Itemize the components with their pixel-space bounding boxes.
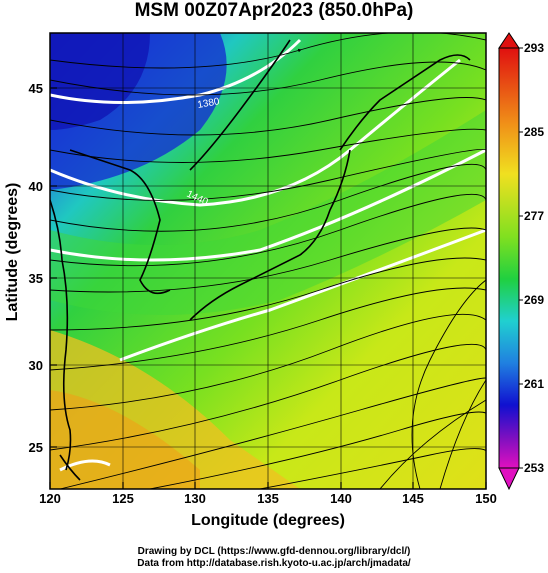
colorbar-label: 285 — [524, 125, 544, 139]
y-axis-label: Latitude (degrees) — [4, 182, 21, 322]
contour-label: 1380 — [197, 96, 221, 111]
colorbar-label: 293 — [524, 41, 544, 55]
y-tick-label: 30 — [29, 358, 43, 373]
x-tick-label: 145 — [402, 491, 424, 506]
x-axis-label: Longitude (degrees) — [191, 512, 345, 529]
x-tick-label: 150 — [475, 491, 497, 506]
colorbar-label: 261 — [524, 377, 544, 391]
x-tick-labels: 120 125 130 135 140 145 150 — [39, 491, 497, 506]
y-tick-label: 35 — [29, 271, 43, 286]
credit-drawing: Drawing by DCL (https://www.gfd-dennou.o… — [137, 546, 411, 557]
colorbar-label: 253 — [524, 461, 544, 475]
colorbar-label: 277 — [524, 209, 544, 223]
x-tick-label: 140 — [330, 491, 352, 506]
temperature-field — [50, 33, 486, 489]
grid-lines — [50, 33, 486, 489]
x-tick-label: 125 — [112, 491, 134, 506]
colorbar: 293 285 277 269 261 253 — [498, 32, 544, 491]
coastlines — [50, 39, 471, 481]
colorbar-label: 269 — [524, 293, 544, 307]
x-tick-label: 135 — [257, 491, 279, 506]
chart-title: MSM 00Z07Apr2023 (850.0hPa) — [134, 0, 414, 21]
y-tick-label: 40 — [29, 179, 43, 194]
credit-data: Data from http://database.rish.kyoto-u.a… — [137, 558, 411, 569]
x-tick-label: 120 — [39, 491, 61, 506]
y-tick-label: 25 — [29, 440, 43, 455]
axis-ticks — [49, 87, 487, 489]
x-tick-label: 130 — [184, 491, 206, 506]
y-tick-label: 45 — [29, 81, 43, 96]
y-tick-labels: 25 30 35 40 45 — [29, 81, 43, 455]
